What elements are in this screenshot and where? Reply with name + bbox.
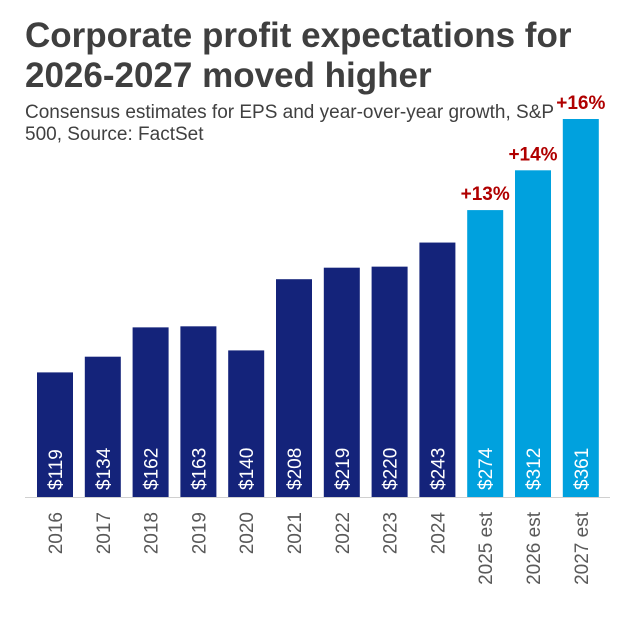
bar (467, 210, 504, 497)
bar (132, 327, 169, 497)
bar (84, 356, 121, 497)
bar (515, 170, 551, 497)
bar-value-label: $243 (428, 448, 449, 490)
x-tick-label: 2016 (46, 512, 67, 554)
bar-value-label: $208 (285, 448, 306, 490)
bar-value-label: $361 (572, 448, 593, 490)
bar (180, 326, 217, 497)
x-tick-label: 2019 (189, 512, 210, 554)
x-tick-label: 2026 est (524, 511, 545, 585)
bar-value-label: $219 (333, 448, 354, 490)
growth-label: +16% (556, 93, 605, 114)
growth-label: +13% (461, 184, 510, 205)
x-tick-label: 2018 (142, 512, 163, 554)
bar-value-label: $220 (381, 448, 402, 490)
bar-value-label: $162 (142, 448, 163, 490)
bar-value-label: $312 (524, 448, 545, 490)
bar-value-label: $134 (94, 447, 115, 490)
bar-value-label: $163 (189, 448, 210, 490)
x-tick-label: 2020 (237, 512, 258, 554)
x-tick-label: 2023 (381, 512, 402, 554)
bar-value-label: $274 (476, 447, 497, 490)
bar (419, 242, 456, 497)
bar (276, 279, 312, 497)
bar (562, 119, 599, 497)
bar-value-label: $119 (46, 449, 67, 490)
x-tick-label: 2024 (428, 512, 449, 555)
chart-title: Corporate profit expectations for 2026-2… (25, 16, 572, 95)
x-tick-label: 2017 (94, 512, 115, 554)
bar (371, 266, 408, 497)
chart-subtitle: Consensus estimates for EPS and year-ove… (25, 102, 554, 145)
bar (37, 372, 73, 497)
bar-value-label: $140 (237, 448, 258, 490)
growth-label: +14% (508, 144, 557, 165)
x-tick-label: 2025 est (476, 511, 497, 585)
bar (228, 350, 265, 497)
x-tick-label: 2022 (333, 512, 354, 554)
x-tick-label: 2027 est (572, 511, 593, 585)
bar (323, 267, 360, 497)
x-tick-label: 2021 (285, 512, 306, 554)
